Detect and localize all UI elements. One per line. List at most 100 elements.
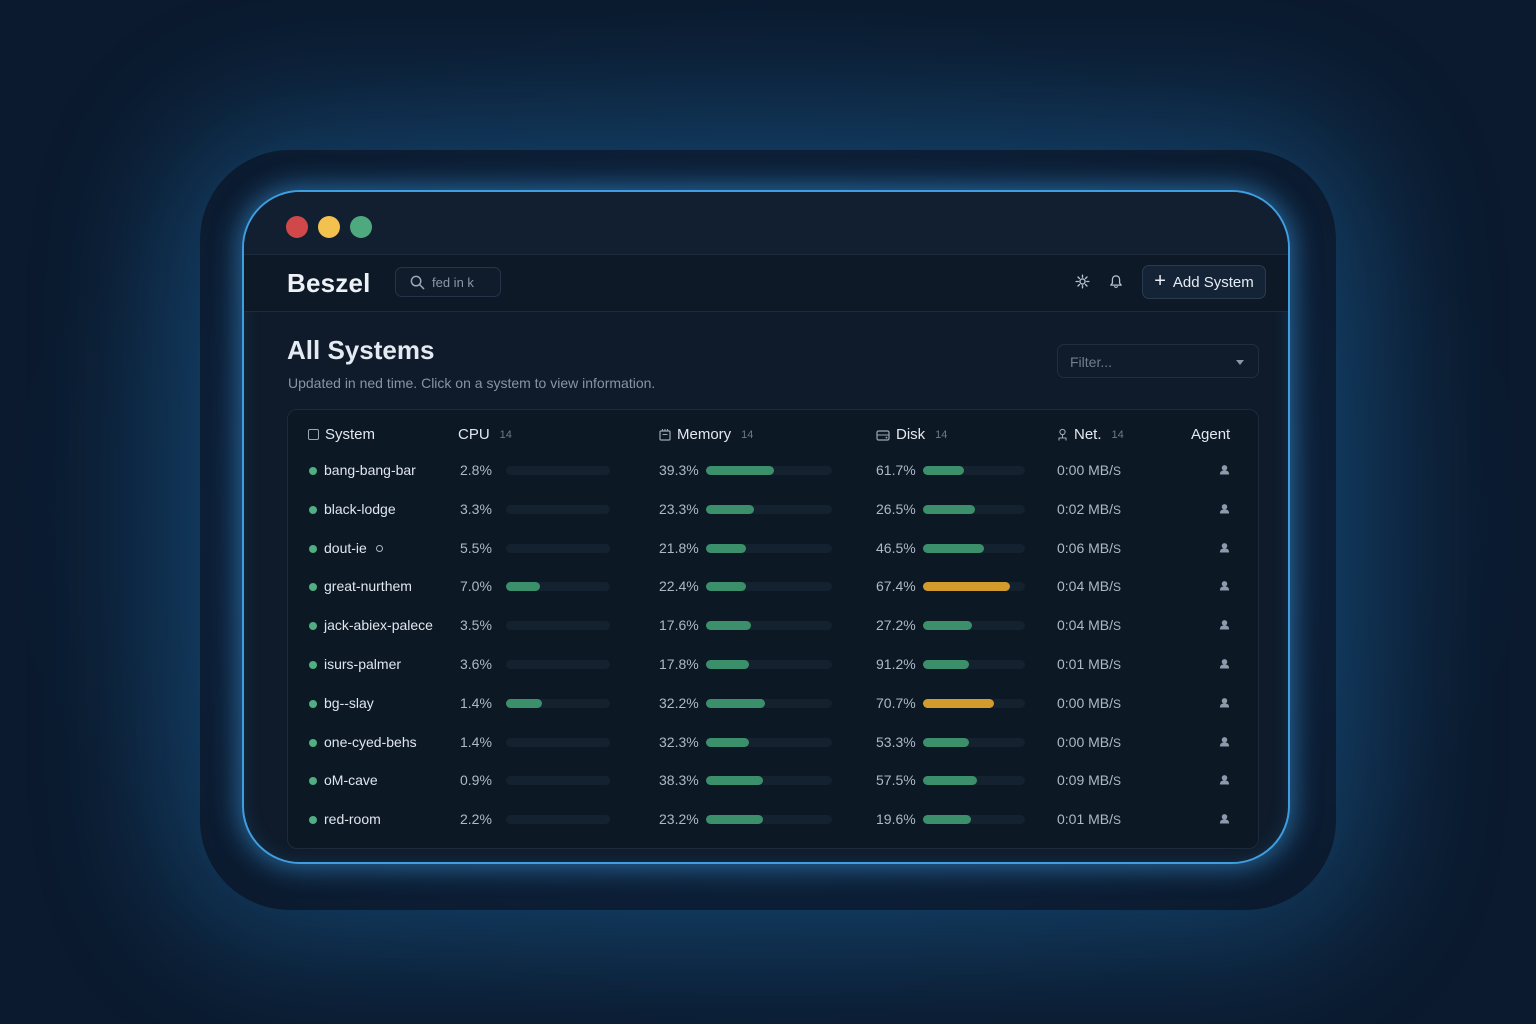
agent-icon[interactable] xyxy=(1219,580,1230,591)
disk-value: 91.2% xyxy=(876,656,916,672)
column-header-agent[interactable]: Agent xyxy=(1191,426,1230,443)
disk-value: 46.5% xyxy=(876,539,916,556)
net-value: 0:06 MB/S xyxy=(1057,539,1122,556)
agent-icon[interactable] xyxy=(1219,736,1230,747)
memory-usage-bar xyxy=(706,466,832,475)
memory-value: 23.3% xyxy=(659,500,699,517)
bell-icon[interactable] xyxy=(1108,273,1124,290)
agent-icon[interactable] xyxy=(1219,658,1230,669)
agent-icon[interactable] xyxy=(1219,464,1230,475)
cpu-usage-bar xyxy=(506,660,610,669)
app-header: Beszel + Add System xyxy=(244,254,1288,312)
page-title: All Systems xyxy=(287,335,435,365)
system-name[interactable]: oM-cave xyxy=(324,772,378,789)
status-dot xyxy=(309,738,317,747)
table-row[interactable]: great-nurthem 7.0% 22.4% 67.4% 0:04 MB/S xyxy=(288,567,1258,606)
search-icon xyxy=(410,275,425,290)
column-header-cpu[interactable]: CPU 14 xyxy=(458,426,512,443)
system-name[interactable]: bang-bang-bar xyxy=(324,462,416,478)
disk-usage-fill xyxy=(923,582,1010,592)
memory-count: 14 xyxy=(741,428,754,441)
maximize-window-button[interactable] xyxy=(350,216,372,238)
column-header-system[interactable]: System xyxy=(308,426,375,443)
cpu-usage-bar xyxy=(506,737,610,747)
memory-value: 22.4% xyxy=(659,578,699,595)
net-unit: S xyxy=(1113,502,1122,517)
system-name[interactable]: isurs-palmer xyxy=(324,656,402,672)
chevron-down-icon xyxy=(1236,360,1244,365)
disk-count: 14 xyxy=(935,428,948,441)
net-value: 0:00 MB/S xyxy=(1057,462,1122,478)
agent-icon[interactable] xyxy=(1219,697,1230,708)
column-label-net: Net. xyxy=(1074,426,1102,443)
disk-value: 53.3% xyxy=(876,733,916,750)
gear-icon[interactable] xyxy=(1074,273,1091,290)
status-dot xyxy=(309,622,317,631)
system-name[interactable]: black-lodge xyxy=(324,500,396,517)
cpu-value: 3.3% xyxy=(460,500,492,517)
table-row[interactable]: one-cyed-behs 1.4% 32.3% 53.3% 0:00 MB/S xyxy=(288,723,1258,762)
table-row[interactable]: isurs-palmer 3.6% 17.8% 91.2% 0:01 MB/S xyxy=(288,645,1258,684)
agent-icon[interactable] xyxy=(1219,774,1230,785)
cpu-usage-fill xyxy=(506,698,542,708)
disk-value: 19.6% xyxy=(876,811,916,828)
memory-usage-bar xyxy=(706,698,832,708)
net-value: 0:04 MB/S xyxy=(1057,617,1122,634)
agent-icon[interactable] xyxy=(1219,542,1230,553)
net-unit: S xyxy=(1113,735,1122,750)
memory-value: 23.2% xyxy=(659,811,699,828)
disk-usage-bar xyxy=(923,621,1025,631)
system-name[interactable]: dout-ie xyxy=(324,540,383,556)
table-row[interactable]: dout-ie 5.5% 21.8% 46.5% 0:06 MB/S xyxy=(288,529,1258,568)
system-name[interactable]: jack-abiex-palece xyxy=(324,617,433,634)
net-unit: S xyxy=(1113,696,1122,711)
disk-value: 57.5% xyxy=(876,772,916,789)
close-window-button[interactable] xyxy=(286,216,308,238)
column-header-disk[interactable]: Disk 14 xyxy=(876,426,947,443)
disk-value: 26.5% xyxy=(876,500,916,517)
agent-icon[interactable] xyxy=(1219,813,1230,824)
disk-usage-bar xyxy=(923,582,1025,592)
table-row[interactable]: red-room 2.2% 23.2% 19.6% 0:01 MB/S xyxy=(288,800,1258,839)
table-row[interactable]: black-lodge 3.3% 23.3% 26.5% 0:02 MB/S xyxy=(288,490,1258,529)
cpu-value: 3.6% xyxy=(460,656,492,672)
memory-value: 17.6% xyxy=(659,617,699,634)
system-name[interactable]: red-room xyxy=(324,811,381,828)
memory-usage-fill xyxy=(706,621,751,631)
memory-usage-bar xyxy=(706,815,832,825)
disk-usage-bar xyxy=(923,543,1025,553)
minimize-window-button[interactable] xyxy=(318,216,340,238)
net-unit: S xyxy=(1113,658,1122,672)
disk-icon xyxy=(876,429,890,441)
system-name[interactable]: one-cyed-behs xyxy=(324,733,417,750)
column-label-system: System xyxy=(325,426,376,443)
column-header-memory[interactable]: Memory 14 xyxy=(659,426,753,443)
search-box[interactable] xyxy=(395,267,501,297)
memory-value: 38.3% xyxy=(659,772,699,789)
disk-usage-bar xyxy=(923,504,1025,514)
systems-table: System CPU 14 Memory 14 Disk 14 xyxy=(287,409,1259,849)
search-input[interactable] xyxy=(432,272,492,292)
table-row[interactable]: jack-abiex-palece 3.5% 17.6% 27.2% 0:04 MB/S xyxy=(288,606,1258,645)
table-row[interactable]: bang-bang-bar 2.8% 39.3% 61.7% 0:00 MB/S xyxy=(288,451,1258,490)
page-subtitle: Updated in ned time. Click on a system t… xyxy=(288,375,656,391)
disk-usage-bar xyxy=(923,660,1025,669)
system-name[interactable]: bg--slay xyxy=(324,694,374,711)
agent-icon[interactable] xyxy=(1219,619,1230,630)
column-header-net[interactable]: Net. 14 xyxy=(1057,426,1124,443)
add-system-button[interactable]: + Add System xyxy=(1142,265,1266,299)
app-logo[interactable]: Beszel xyxy=(287,268,371,298)
system-name[interactable]: great-nurthem xyxy=(324,578,412,595)
net-unit: S xyxy=(1113,813,1122,828)
column-label-agent: Agent xyxy=(1191,426,1231,443)
agent-icon[interactable] xyxy=(1219,503,1230,514)
select-all-checkbox[interactable] xyxy=(308,429,319,440)
column-label-memory: Memory xyxy=(677,426,732,443)
memory-value: 32.3% xyxy=(659,733,699,750)
table-row[interactable]: oM-cave 0.9% 38.3% 57.5% 0:09 MB/S xyxy=(288,761,1258,800)
table-row[interactable]: bg--slay 1.4% 32.2% 70.7% 0:00 MB/S xyxy=(288,684,1258,723)
disk-usage-fill xyxy=(923,737,969,747)
net-value: 0:00 MB/S xyxy=(1057,733,1122,750)
filter-select[interactable]: Filter... xyxy=(1057,344,1259,378)
cpu-value: 1.4% xyxy=(460,733,492,750)
